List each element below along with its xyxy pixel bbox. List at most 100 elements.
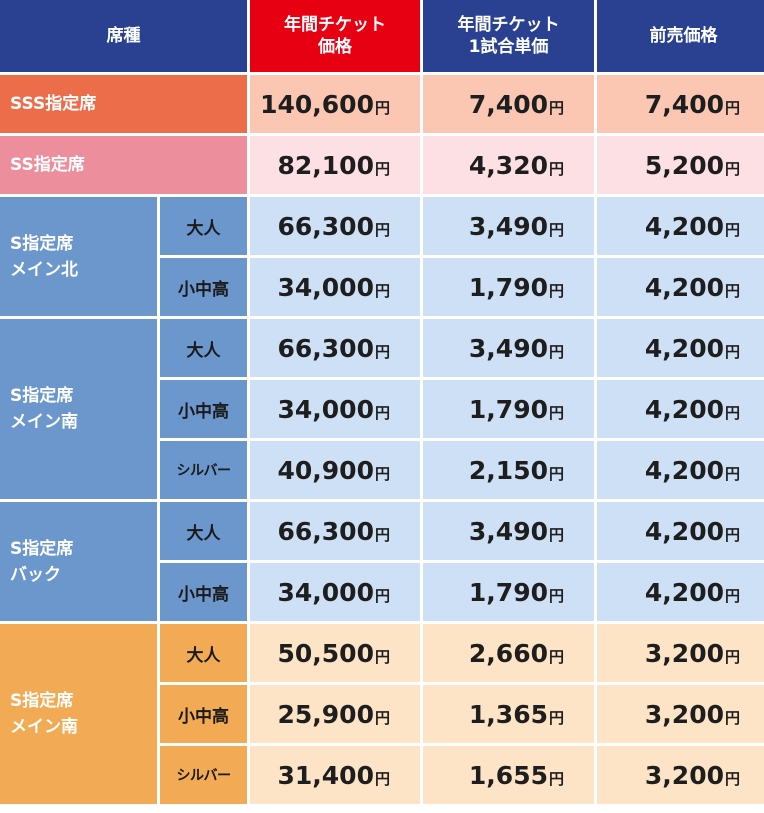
price-value: 34,000 — [277, 394, 374, 424]
seat-label-back: S指定席 バック — [0, 502, 157, 621]
ticket-type-adult: 大人 — [160, 502, 247, 560]
yen-unit: 円 — [724, 159, 740, 178]
yen-unit: 円 — [724, 708, 740, 727]
per-game-price: 2,660円 — [423, 624, 594, 682]
ticket-type-adult: 大人 — [160, 197, 247, 255]
annual-price: 34,000円 — [250, 380, 420, 438]
presale-price: 5,200円 — [597, 136, 764, 194]
price-value: 4,200 — [644, 211, 724, 241]
annual-price: 25,900円 — [250, 685, 420, 743]
yen-unit: 円 — [374, 769, 390, 788]
price-value: 3,490 — [468, 211, 548, 241]
price-value: 4,200 — [644, 333, 724, 363]
price-value: 1,365 — [468, 699, 548, 729]
price-value: 1,655 — [468, 760, 548, 790]
per-game-price: 3,490円 — [423, 319, 594, 377]
ticket-type-student: 小中高 — [160, 380, 247, 438]
price-value: 3,200 — [644, 638, 724, 668]
ticket-type-senior: シルバー — [160, 441, 247, 499]
presale-price: 4,200円 — [597, 380, 764, 438]
yen-unit: 円 — [548, 708, 564, 727]
annual-price: 140,600円 — [250, 75, 420, 133]
table-row-main-south-adult: S指定席 メイン南 大人 66,300円 3,490円 4,200円 — [0, 319, 764, 499]
price-value: 4,200 — [644, 455, 724, 485]
yen-unit: 円 — [374, 525, 390, 544]
ticket-type-adult: 大人 — [160, 624, 247, 682]
per-game-price: 3,490円 — [423, 197, 594, 255]
table-header: 席種 年間チケット 価格 年間チケット 1試合単価 前売価格 — [0, 0, 764, 72]
seat-label-ss: SS指定席 — [0, 136, 247, 194]
price-value: 7,400 — [644, 89, 724, 119]
per-game-price: 1,790円 — [423, 258, 594, 316]
price-value: 25,900 — [277, 699, 374, 729]
yen-unit: 円 — [548, 647, 564, 666]
yen-unit: 円 — [724, 586, 740, 605]
yen-unit: 円 — [548, 281, 564, 300]
price-value: 1,790 — [468, 272, 548, 302]
yen-unit: 円 — [548, 403, 564, 422]
price-value: 5,200 — [644, 150, 724, 180]
table-row-sss: SSS指定席 140,600円 7,400円 7,400円 — [0, 75, 764, 133]
header-per-game-price: 年間チケット 1試合単価 — [423, 0, 594, 72]
table-row-main-south-2-adult: S指定席 メイン南 大人 50,500円 2,660円 3,200円 — [0, 624, 764, 804]
price-value: 34,000 — [277, 272, 374, 302]
yen-unit: 円 — [548, 98, 564, 117]
header-seat-type: 席種 — [0, 0, 247, 72]
presale-price: 4,200円 — [597, 563, 764, 621]
price-value: 1,790 — [468, 577, 548, 607]
yen-unit: 円 — [724, 403, 740, 422]
annual-price: 82,100円 — [250, 136, 420, 194]
yen-unit: 円 — [724, 525, 740, 544]
yen-unit: 円 — [724, 220, 740, 239]
table-row-main-south-2-senior: シルバー 31,400円 1,655円 3,200円 — [0, 746, 764, 804]
price-value: 3,490 — [468, 333, 548, 363]
presale-price: 4,200円 — [597, 502, 764, 560]
yen-unit: 円 — [548, 525, 564, 544]
yen-unit: 円 — [374, 586, 390, 605]
yen-unit: 円 — [548, 769, 564, 788]
ticket-type-adult: 大人 — [160, 319, 247, 377]
price-value: 4,320 — [468, 150, 548, 180]
yen-unit: 円 — [548, 342, 564, 361]
yen-unit: 円 — [724, 342, 740, 361]
yen-unit: 円 — [724, 98, 740, 117]
header-presale-price: 前売価格 — [597, 0, 764, 72]
per-game-price: 1,790円 — [423, 563, 594, 621]
presale-price: 4,200円 — [597, 258, 764, 316]
table-row-main-south-student: 小中高 34,000円 1,790円 4,200円 — [0, 380, 764, 438]
yen-unit: 円 — [374, 647, 390, 666]
yen-unit: 円 — [374, 708, 390, 727]
price-value: 66,300 — [277, 333, 374, 363]
seat-label-sss: SSS指定席 — [0, 75, 247, 133]
annual-price: 31,400円 — [250, 746, 420, 804]
ticket-type-student: 小中高 — [160, 563, 247, 621]
yen-unit: 円 — [374, 403, 390, 422]
price-value: 3,200 — [644, 760, 724, 790]
price-value: 2,150 — [468, 455, 548, 485]
presale-price: 4,200円 — [597, 441, 764, 499]
table-row-ss: SS指定席 82,100円 4,320円 5,200円 — [0, 136, 764, 194]
table-row-back-student: 小中高 34,000円 1,790円 4,200円 — [0, 563, 764, 621]
price-value: 4,200 — [644, 516, 724, 546]
per-game-price: 2,150円 — [423, 441, 594, 499]
price-value: 66,300 — [277, 211, 374, 241]
presale-price: 3,200円 — [597, 746, 764, 804]
price-value: 34,000 — [277, 577, 374, 607]
per-game-price: 4,320円 — [423, 136, 594, 194]
yen-unit: 円 — [548, 464, 564, 483]
ticket-type-senior: シルバー — [160, 746, 247, 804]
seat-label-main-south: S指定席 メイン南 — [0, 319, 157, 499]
table-row-main-north-adult: S指定席 メイン北 大人 66,300円 3,490円 4,200円 — [0, 197, 764, 316]
per-game-price: 1,365円 — [423, 685, 594, 743]
yen-unit: 円 — [724, 464, 740, 483]
annual-price: 66,300円 — [250, 197, 420, 255]
yen-unit: 円 — [724, 769, 740, 788]
table-row-main-south-senior: シルバー 40,900円 2,150円 4,200円 — [0, 441, 764, 499]
ticket-type-student: 小中高 — [160, 258, 247, 316]
presale-price: 3,200円 — [597, 685, 764, 743]
price-value: 3,490 — [468, 516, 548, 546]
table-row-main-south-2-student: 小中高 25,900円 1,365円 3,200円 — [0, 685, 764, 743]
header-row: 席種 年間チケット 価格 年間チケット 1試合単価 前売価格 — [0, 0, 764, 72]
price-value: 3,200 — [644, 699, 724, 729]
